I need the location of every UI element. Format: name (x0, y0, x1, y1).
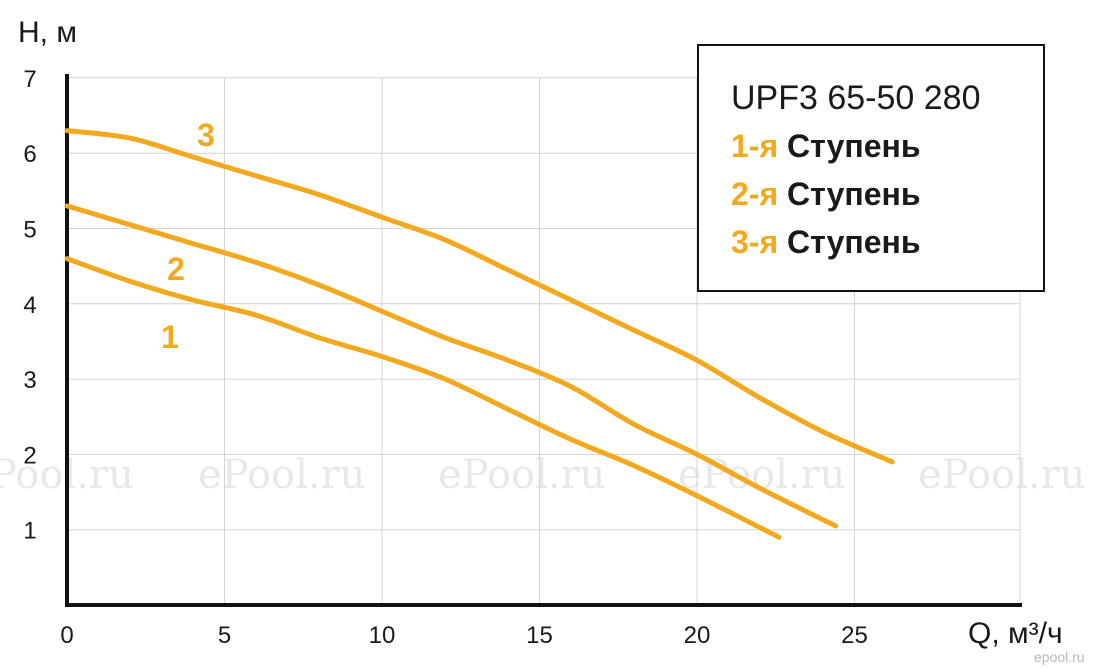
axes-layer: 0 5 10 15 20 25 1 2 3 4 5 6 7 (23, 66, 1022, 649)
legend-item-stage-1: 1-я Ступень (731, 122, 1043, 170)
legend-stage-3-number: 3-я (731, 224, 779, 260)
corner-watermark: epool.ru (1034, 649, 1085, 665)
legend-box: UPF3 65-50 280 1-я Ступень 2-я Ступень 3… (697, 44, 1045, 292)
legend-item-stage-3: 3-я Ступень (731, 218, 1043, 266)
y-tick-label-3: 3 (23, 367, 36, 394)
labels-layer: 1 2 3 (161, 117, 215, 355)
legend-stage-2-word: Ступень (787, 176, 921, 212)
x-tick-label-5: 5 (218, 622, 231, 649)
grid-layer (67, 77, 1021, 605)
curve-label-2: 2 (167, 251, 185, 287)
legend-stage-1-number: 1-я (731, 128, 779, 164)
watermark-text: ePool.ru (438, 452, 606, 498)
legend-title: UPF3 65-50 280 (731, 79, 981, 117)
legend-item-stage-2: 2-я Ступень (731, 170, 1043, 218)
series-layer (64, 128, 895, 540)
x-tick-label-15: 15 (526, 622, 553, 649)
curve-label-3: 3 (197, 117, 215, 153)
y-tick-label-1: 1 (23, 518, 36, 545)
x-axis-title: Q, м³/ч (968, 617, 1063, 650)
series-line-stage-1 (64, 256, 782, 540)
y-tick-label-5: 5 (23, 217, 36, 244)
watermark-text: ePool.ru (918, 452, 1086, 498)
x-tick-label-0: 0 (60, 622, 73, 649)
y-tick-label-7: 7 (23, 66, 36, 93)
watermark-text: ePool.ru (198, 452, 366, 498)
x-tick-label-10: 10 (369, 622, 396, 649)
y-tick-label-4: 4 (23, 292, 36, 319)
y-tick-label-6: 6 (23, 141, 36, 168)
series-line-stage-3 (64, 128, 895, 465)
y-tick-label-2: 2 (23, 442, 36, 469)
x-tick-label-20: 20 (684, 622, 711, 649)
watermark-layer: Pool.ru ePool.ru ePool.ru ePool.ru ePool.ru (0, 452, 1086, 498)
legend-stage-1-word: Ступень (787, 128, 921, 164)
series-line-stage-2 (64, 203, 839, 529)
legend-stage-2-number: 2-я (731, 176, 779, 212)
x-tick-label-25: 25 (841, 622, 868, 649)
y-axis-title: H, м (18, 16, 77, 49)
curve-label-1: 1 (161, 319, 179, 355)
legend-stage-3-word: Ступень (787, 224, 921, 260)
